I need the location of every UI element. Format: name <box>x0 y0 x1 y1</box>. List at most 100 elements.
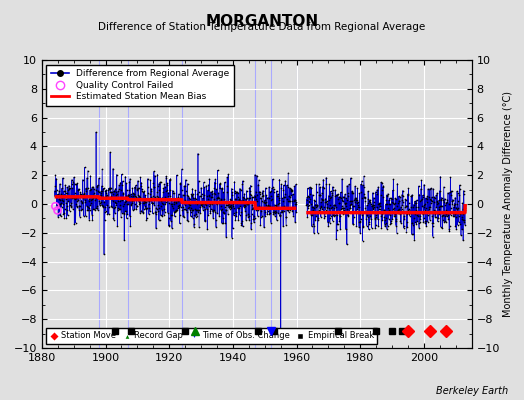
Point <box>398 197 406 203</box>
Point <box>63 190 72 196</box>
Point <box>275 196 283 203</box>
Point <box>355 218 363 225</box>
Point <box>135 200 144 206</box>
Point <box>79 195 87 201</box>
Point <box>350 203 358 210</box>
Point <box>343 241 351 248</box>
Point <box>105 186 114 192</box>
Point <box>121 210 129 216</box>
Point <box>103 211 112 218</box>
Point <box>372 212 380 218</box>
Point <box>139 206 148 212</box>
Point <box>281 191 289 198</box>
Point <box>222 234 230 240</box>
Point <box>460 219 468 226</box>
Point <box>240 190 248 197</box>
Point <box>409 222 417 228</box>
Point <box>278 209 287 216</box>
Point <box>353 200 361 206</box>
Point <box>302 196 311 203</box>
Point <box>372 189 380 195</box>
Point <box>88 196 96 202</box>
Point <box>271 213 279 219</box>
Point <box>358 195 366 201</box>
Point <box>168 202 176 209</box>
Point <box>258 190 267 196</box>
Point <box>148 200 156 206</box>
Point <box>379 182 388 189</box>
Point <box>135 198 143 205</box>
Point <box>228 192 236 198</box>
Point <box>274 201 282 207</box>
Point <box>260 224 268 231</box>
Point <box>199 195 207 202</box>
Point <box>372 222 380 228</box>
Point <box>265 202 273 209</box>
Point <box>311 217 320 223</box>
Point <box>122 193 130 199</box>
Point <box>200 192 208 198</box>
Point <box>253 172 261 179</box>
Point <box>94 188 102 194</box>
Point <box>125 191 133 198</box>
Point <box>432 204 441 210</box>
Point <box>53 203 61 209</box>
Point <box>131 185 139 192</box>
Point <box>243 201 252 208</box>
Point <box>261 209 269 216</box>
Point <box>212 216 220 223</box>
Point <box>252 196 260 202</box>
Point <box>348 198 357 205</box>
Point <box>314 215 322 221</box>
Point <box>393 203 401 209</box>
Point <box>93 184 102 190</box>
Point <box>341 201 350 207</box>
Point <box>356 218 364 225</box>
Point <box>195 206 203 213</box>
Point <box>230 178 238 185</box>
Point <box>244 199 252 206</box>
Point <box>437 203 445 209</box>
Point <box>83 203 91 209</box>
Point <box>158 213 167 220</box>
Point <box>338 196 346 203</box>
Point <box>337 206 345 212</box>
Point <box>410 215 418 222</box>
Point <box>352 208 360 215</box>
Point <box>211 176 220 183</box>
Point <box>444 209 453 216</box>
Point <box>234 217 243 223</box>
Point <box>279 187 288 193</box>
Point <box>104 186 113 193</box>
Point <box>205 201 214 208</box>
Point <box>58 195 67 202</box>
Point <box>61 187 69 194</box>
Point <box>82 185 90 192</box>
Point <box>150 184 159 190</box>
Point <box>367 225 376 231</box>
Point <box>333 220 342 227</box>
Point <box>447 205 455 212</box>
Point <box>332 204 340 210</box>
Point <box>215 200 223 206</box>
Point <box>165 223 173 229</box>
Point <box>127 193 135 199</box>
Point <box>227 186 236 192</box>
Point <box>436 224 445 230</box>
Point <box>315 205 324 212</box>
Point <box>437 196 445 203</box>
Point <box>433 190 441 196</box>
Point <box>94 189 103 196</box>
Point <box>198 202 206 209</box>
Point <box>319 197 327 203</box>
Point <box>100 251 108 258</box>
Point <box>226 202 235 208</box>
Point <box>366 197 374 203</box>
Point <box>391 200 399 206</box>
Point <box>82 212 90 219</box>
Point <box>129 190 137 196</box>
Point <box>421 195 430 201</box>
Point <box>441 218 449 224</box>
Point <box>80 191 89 197</box>
Point <box>58 201 67 207</box>
